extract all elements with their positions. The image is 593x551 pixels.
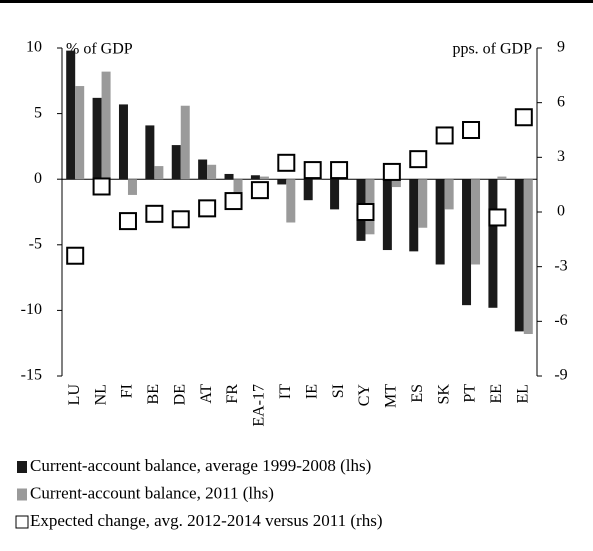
bar	[118, 104, 128, 180]
bar	[523, 179, 533, 335]
bar	[382, 179, 392, 251]
x-tick-label: CY	[356, 384, 373, 407]
y-axis-label: % of GDP	[66, 41, 133, 58]
y2-axis-label: pps. of GDP	[452, 41, 532, 58]
marker	[514, 108, 533, 127]
marker	[330, 161, 349, 180]
x-tick-label: AT	[198, 384, 215, 404]
marker	[409, 150, 428, 169]
marker	[382, 162, 401, 181]
bar	[330, 179, 340, 210]
bar	[497, 176, 507, 180]
marker	[356, 203, 375, 221]
legend-swatch	[17, 461, 27, 473]
bar	[154, 166, 164, 180]
bar	[180, 105, 190, 180]
y2-tick-label: -6	[554, 312, 567, 329]
x-tick-label: FR	[224, 384, 241, 404]
bar	[277, 179, 287, 185]
marker	[66, 246, 85, 265]
x-tick-label: SK	[435, 384, 452, 405]
bar	[303, 179, 313, 201]
bar	[66, 50, 76, 180]
x-tick-label: EE	[488, 384, 505, 404]
top-rule	[0, 0, 593, 3]
y-tick-label: -15	[21, 367, 42, 384]
legend-label: Current-account balance, 2011 (lhs)	[30, 483, 274, 502]
y2-tick-label: 0	[557, 203, 565, 220]
y-tick-label: -10	[21, 301, 42, 318]
marker	[303, 161, 322, 180]
legend-label: Expected change, avg. 2012-2014 versus 2…	[30, 511, 383, 530]
bar	[409, 179, 419, 252]
y2-tick-label: 6	[557, 93, 565, 110]
x-tick-label: DE	[171, 384, 188, 405]
y-tick-label: 0	[34, 170, 42, 187]
y-tick-label: 10	[26, 39, 42, 56]
bar	[514, 179, 524, 332]
marker	[462, 121, 481, 139]
legend-swatch	[17, 488, 27, 501]
bar	[444, 179, 454, 210]
bar	[224, 173, 234, 180]
bar	[171, 145, 181, 180]
bar	[145, 125, 155, 180]
bar	[488, 179, 498, 308]
y-tick-label: 5	[34, 104, 42, 121]
legend-label: Current-account balance, average 1999-20…	[30, 456, 371, 475]
marker	[171, 210, 190, 229]
x-tick-label: BE	[145, 384, 162, 404]
marker	[250, 181, 269, 200]
x-tick-label: EA-17	[251, 384, 268, 427]
bar	[435, 179, 445, 265]
x-tick-label: NL	[92, 384, 109, 405]
bar	[462, 179, 472, 306]
x-tick-label: IE	[303, 384, 320, 399]
y2-tick-label: 9	[557, 39, 565, 56]
marker	[435, 126, 454, 145]
bar	[471, 179, 481, 265]
bar	[233, 179, 243, 205]
bar	[418, 179, 428, 228]
x-tick-label: SI	[330, 384, 347, 398]
legend-swatch	[15, 515, 29, 529]
x-tick-label: ES	[409, 384, 426, 403]
bar	[259, 176, 269, 180]
marker	[488, 208, 507, 227]
bar	[75, 86, 85, 180]
bar	[198, 159, 208, 180]
x-tick-label: MT	[383, 384, 400, 408]
x-tick-label: EL	[514, 384, 531, 404]
marker	[145, 204, 164, 223]
bar	[127, 179, 137, 195]
marker	[224, 192, 243, 211]
marker	[198, 199, 217, 218]
y-tick-label: -5	[29, 235, 42, 252]
y2-tick-label: 3	[557, 148, 565, 165]
bar	[207, 164, 217, 180]
bar	[101, 71, 111, 180]
x-tick-label: FI	[119, 384, 136, 398]
x-tick-label: LU	[66, 384, 83, 406]
bar	[391, 179, 401, 188]
y2-tick-label: -3	[554, 257, 567, 274]
marker	[92, 177, 111, 196]
x-tick-label: PT	[462, 384, 479, 403]
y2-tick-label: -9	[554, 367, 567, 384]
bar	[92, 97, 102, 180]
marker	[277, 153, 296, 172]
bar	[286, 179, 296, 223]
x-tick-label: IT	[277, 384, 294, 399]
bar	[250, 175, 260, 180]
marker	[118, 212, 137, 231]
